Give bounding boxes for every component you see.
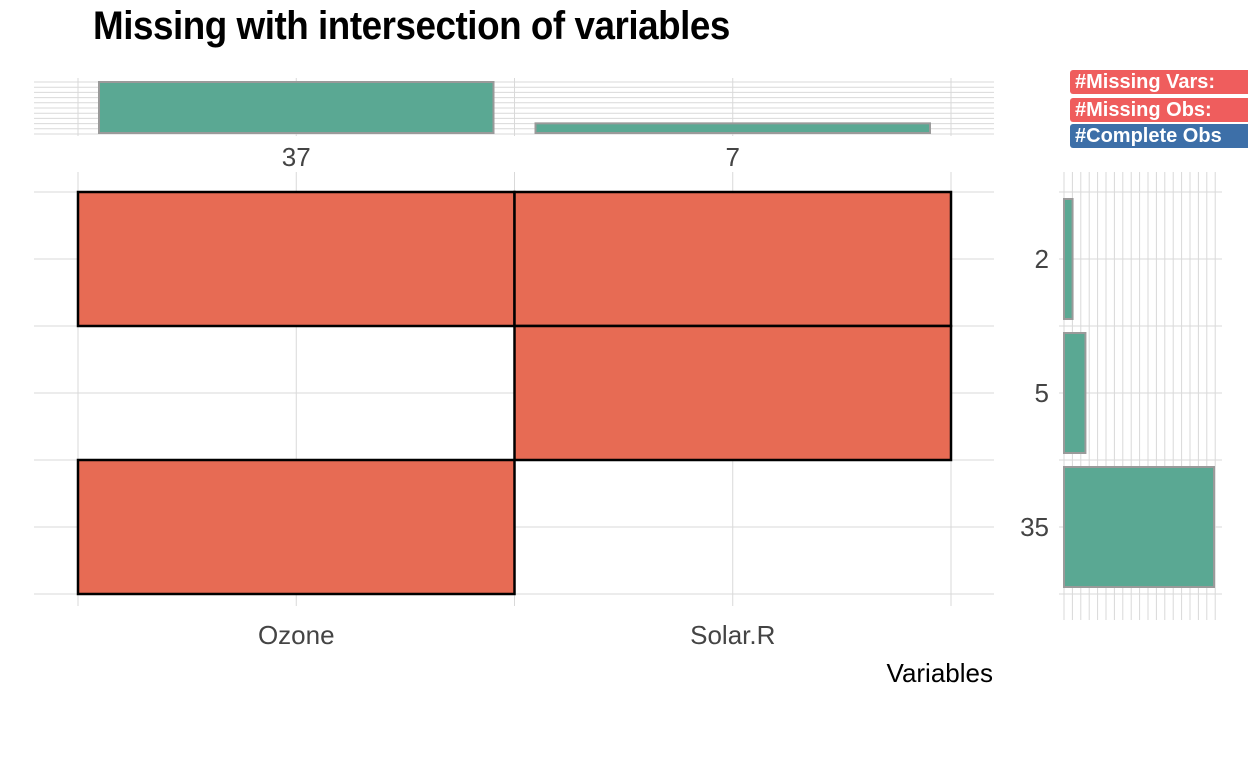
- missing-obs-badge: #Missing Obs:: [1070, 98, 1248, 122]
- complete-obs-text: #Complete Obs: [1075, 125, 1222, 147]
- top-bar-labels: 37 7: [282, 142, 740, 172]
- x-tick-labels: Ozone Solar.R: [258, 620, 775, 650]
- top-bar-label: 7: [726, 142, 740, 172]
- top-bar-label: 37: [282, 142, 311, 172]
- missing-cell: [513, 324, 953, 462]
- top-bar-series: [98, 81, 931, 134]
- missing-vars-text: #Missing Vars:: [1075, 71, 1216, 93]
- top-bar: [98, 81, 495, 134]
- side-bar: [1063, 198, 1074, 320]
- side-bar: [1063, 332, 1087, 454]
- missing-obs-text: #Missing Obs:: [1075, 99, 1212, 121]
- side-bar-series: [1063, 198, 1215, 588]
- side-bar-label: 35: [1020, 512, 1049, 542]
- missing-cell: [513, 190, 953, 328]
- missing-cell: [76, 190, 516, 328]
- x-axis-label: Variables: [887, 658, 993, 688]
- x-tick-label: Ozone: [258, 620, 335, 650]
- top-bar: [534, 122, 931, 134]
- matrix-cells: [76, 190, 953, 596]
- side-bar-label: 2: [1035, 244, 1049, 274]
- chart-title: Missing with intersection of variables: [93, 4, 730, 48]
- side-bar-labels: 2 5 35: [1020, 244, 1049, 542]
- missing-cell: [76, 458, 516, 596]
- side-bar-label: 5: [1035, 378, 1049, 408]
- complete-obs-badge: #Complete Obs: [1070, 124, 1248, 148]
- x-tick-label: Solar.R: [690, 620, 775, 650]
- missing-vars-badge: #Missing Vars:: [1070, 70, 1248, 94]
- side-bar: [1063, 466, 1215, 588]
